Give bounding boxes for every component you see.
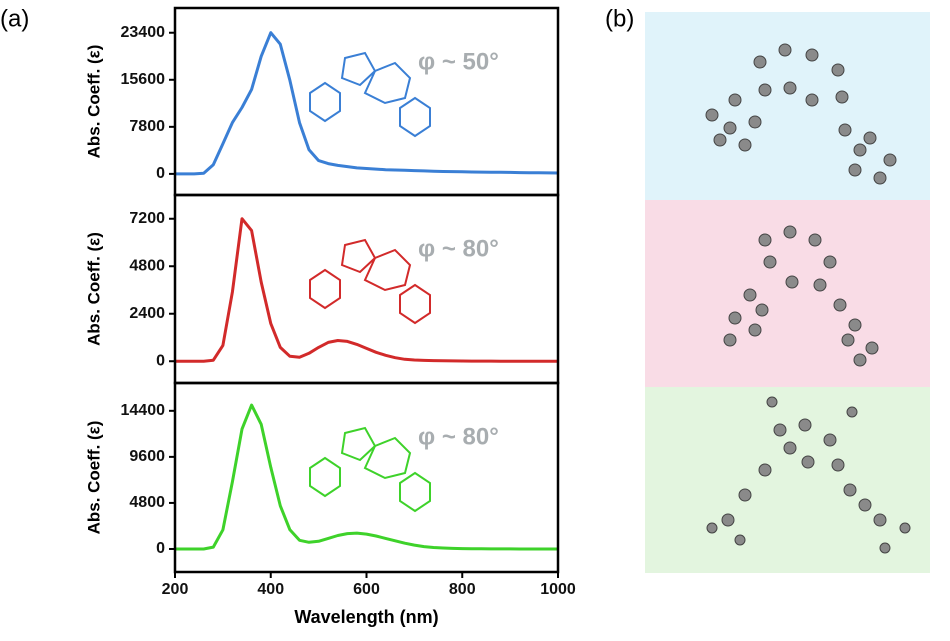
molecule-sketch (340, 426, 377, 462)
x-tick-label: 600 (353, 581, 380, 598)
panel-label: (b) (605, 5, 634, 32)
y-tick-label: 2400 (129, 305, 165, 322)
y-tick-label: 9600 (129, 448, 165, 465)
x-tick-label: 200 (162, 581, 189, 598)
x-tick-label: 1000 (540, 581, 576, 598)
y-tick-label: 4800 (129, 257, 165, 274)
molecule-sketch (363, 61, 412, 105)
annotation: φ ~ 80° (418, 235, 499, 262)
y-tick-label: 0 (156, 352, 165, 369)
molecule-sketch (399, 471, 431, 513)
y-tick-label: 14400 (121, 402, 166, 419)
x-axis-label: Wavelength (nm) (294, 607, 438, 627)
molecule-sketch (309, 81, 341, 123)
x-tick-label: 400 (257, 581, 284, 598)
structure-bg (645, 387, 930, 573)
plot-frame (173, 6, 560, 197)
molecule-sketch (363, 436, 412, 480)
molecule-model (705, 43, 897, 185)
y-axis-label: Abs. Coeff. (ε) (84, 232, 103, 346)
y-tick-label: 0 (156, 165, 165, 182)
y-tick-label: 15600 (121, 71, 166, 88)
y-tick-label: 0 (156, 540, 165, 557)
molecule-sketch (309, 456, 341, 498)
molecule-sketch (340, 238, 377, 274)
molecule-sketch (399, 283, 431, 325)
structure-bg (645, 12, 930, 200)
y-axis-label: Abs. Coeff. (ε) (84, 421, 103, 535)
y-tick-label: 7800 (129, 118, 165, 135)
spectrum-line (175, 31, 559, 176)
y-tick-label: 7200 (129, 210, 165, 227)
plot-frame (173, 381, 560, 574)
annotation: φ ~ 50° (418, 48, 499, 75)
y-tick-label: 4800 (129, 494, 165, 511)
y-axis-label: Abs. Coeff. (ε) (84, 45, 103, 159)
annotation: φ ~ 80° (418, 423, 499, 450)
molecule-model (723, 225, 879, 367)
y-tick-label: 23400 (121, 24, 166, 41)
molecule-sketch (309, 268, 341, 310)
molecule-model (706, 396, 911, 554)
spectrum-line (175, 217, 558, 363)
molecule-sketch (363, 248, 412, 292)
x-tick-label: 800 (449, 581, 476, 598)
panel-label: (a) (0, 5, 29, 32)
spectrum-line (175, 403, 558, 551)
molecule-sketch (399, 96, 431, 138)
molecule-sketch (340, 51, 377, 87)
